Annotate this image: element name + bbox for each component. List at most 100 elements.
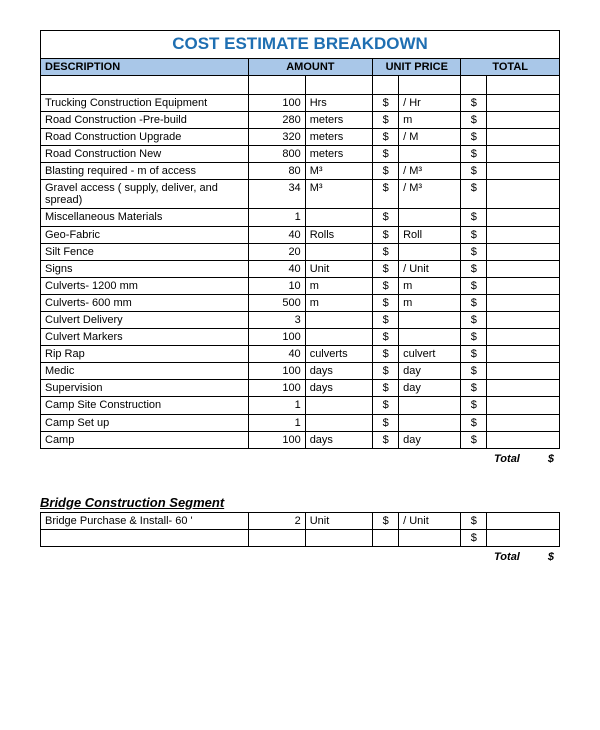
- table-row: Gravel access ( supply, deliver, and spr…: [41, 180, 560, 209]
- unit-cell: meters: [305, 146, 372, 163]
- segment-table: Bridge Purchase & Install- 60 '2Unit$/ U…: [40, 512, 560, 547]
- table-row: Rip Rap40culverts$culvert$: [41, 346, 560, 363]
- qty-cell: 80: [248, 163, 305, 180]
- unitprice-per-cell: / M: [399, 128, 461, 145]
- unitprice-symbol-cell: $: [373, 209, 399, 226]
- unitprice-symbol-cell: $: [373, 243, 399, 260]
- total-symbol-cell: $: [461, 329, 487, 346]
- unit-cell: M³: [305, 163, 372, 180]
- desc-cell: Miscellaneous Materials: [41, 209, 249, 226]
- qty-cell: 3: [248, 312, 305, 329]
- unitprice-per-cell: / Hr: [399, 94, 461, 111]
- unit-cell: [305, 414, 372, 431]
- total-symbol-cell: $: [461, 512, 487, 529]
- desc-cell: Road Construction -Pre-build: [41, 111, 249, 128]
- qty-cell: 10: [248, 277, 305, 294]
- unit-cell: Unit: [305, 512, 372, 529]
- total-value-cell: [487, 243, 560, 260]
- qty-cell: 40: [248, 346, 305, 363]
- unit-cell: days: [305, 431, 372, 448]
- unitprice-per-cell: [399, 209, 461, 226]
- unitprice-symbol-cell: $: [373, 226, 399, 243]
- desc-cell: Camp Site Construction: [41, 397, 249, 414]
- total-label: Total: [494, 453, 520, 465]
- total-symbol-cell: $: [461, 431, 487, 448]
- total-symbol-cell: $: [461, 277, 487, 294]
- desc-cell: Bridge Purchase & Install- 60 ': [41, 512, 249, 529]
- col-description: DESCRIPTION: [41, 58, 249, 75]
- total-symbol-cell: $: [461, 94, 487, 111]
- qty-cell: 1: [248, 414, 305, 431]
- desc-cell: Medic: [41, 363, 249, 380]
- qty-cell: 280: [248, 111, 305, 128]
- qty-cell: 2: [248, 512, 305, 529]
- unitprice-per-cell: [399, 329, 461, 346]
- total-value-cell: [487, 226, 560, 243]
- table-row: Camp Set up1$$: [41, 414, 560, 431]
- total-value-cell: [487, 431, 560, 448]
- desc-cell: Road Construction Upgrade: [41, 128, 249, 145]
- table-row: Road Construction New800meters$$: [41, 146, 560, 163]
- unitprice-symbol-cell: $: [373, 380, 399, 397]
- unitprice-symbol-cell: $: [373, 414, 399, 431]
- unit-cell: meters: [305, 111, 372, 128]
- table-row: Blasting required - m of access80M³$/ M³…: [41, 163, 560, 180]
- table-row: Culvert Markers100$$: [41, 329, 560, 346]
- header-row: DESCRIPTION AMOUNT UNIT PRICE TOTAL: [41, 58, 560, 75]
- unit-cell: days: [305, 363, 372, 380]
- unit-cell: [305, 312, 372, 329]
- desc-cell: Silt Fence: [41, 243, 249, 260]
- unit-cell: meters: [305, 128, 372, 145]
- segment-total-label: Total: [494, 551, 520, 563]
- qty-cell: 100: [248, 329, 305, 346]
- desc-cell: Culverts- 600 mm: [41, 294, 249, 311]
- main-table: COST ESTIMATE BREAKDOWN DESCRIPTION AMOU…: [40, 30, 560, 449]
- unitprice-symbol-cell: $: [373, 397, 399, 414]
- desc-cell: Culvert Delivery: [41, 312, 249, 329]
- unitprice-per-cell: [399, 312, 461, 329]
- unit-cell: m: [305, 277, 372, 294]
- total-symbol-cell: $: [461, 380, 487, 397]
- unit-cell: Unit: [305, 260, 372, 277]
- desc-cell: Culvert Markers: [41, 329, 249, 346]
- table-row: Silt Fence20$$: [41, 243, 560, 260]
- desc-cell: Rip Rap: [41, 346, 249, 363]
- col-unit-price: UNIT PRICE: [373, 58, 461, 75]
- total-value-cell: [487, 163, 560, 180]
- unitprice-per-cell: m: [399, 111, 461, 128]
- total-symbol-cell: $: [461, 163, 487, 180]
- desc-cell: Road Construction New: [41, 146, 249, 163]
- total-value-cell: [487, 94, 560, 111]
- total-value-cell: [487, 180, 560, 209]
- total-value-cell: [487, 380, 560, 397]
- total-value-cell: [487, 512, 560, 529]
- total-value-cell: [487, 397, 560, 414]
- total-symbol-cell: $: [461, 146, 487, 163]
- unitprice-per-cell: m: [399, 294, 461, 311]
- qty-cell: 500: [248, 294, 305, 311]
- table-row: $: [41, 529, 560, 546]
- sheet-title: COST ESTIMATE BREAKDOWN: [41, 31, 560, 59]
- unitprice-per-cell: [399, 414, 461, 431]
- unit-cell: Hrs: [305, 94, 372, 111]
- qty-cell: 100: [248, 94, 305, 111]
- desc-cell: Camp Set up: [41, 414, 249, 431]
- qty-cell: 34: [248, 180, 305, 209]
- unitprice-per-cell: [399, 397, 461, 414]
- unitprice-symbol-cell: $: [373, 146, 399, 163]
- unitprice-per-cell: [399, 146, 461, 163]
- desc-cell: Supervision: [41, 380, 249, 397]
- table-row: Culverts- 600 mm500m$m$: [41, 294, 560, 311]
- cost-estimate-sheet: COST ESTIMATE BREAKDOWN DESCRIPTION AMOU…: [0, 0, 600, 583]
- unit-cell: culverts: [305, 346, 372, 363]
- total-value-cell: [487, 209, 560, 226]
- desc-cell: Signs: [41, 260, 249, 277]
- total-value-cell: [487, 111, 560, 128]
- qty-cell: 800: [248, 146, 305, 163]
- unit-cell: days: [305, 380, 372, 397]
- qty-cell: 320: [248, 128, 305, 145]
- desc-cell: Culverts- 1200 mm: [41, 277, 249, 294]
- table-row: Culvert Delivery3$$: [41, 312, 560, 329]
- unit-cell: M³: [305, 180, 372, 209]
- unitprice-symbol-cell: $: [373, 512, 399, 529]
